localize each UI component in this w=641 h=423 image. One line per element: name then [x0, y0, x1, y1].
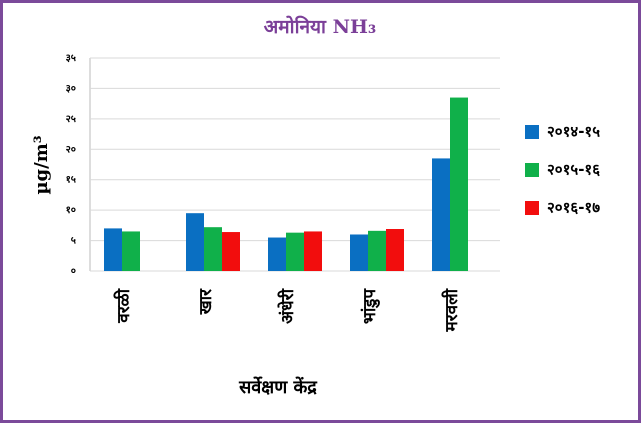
legend-swatch	[525, 125, 539, 139]
y-tick-label: ३५	[66, 53, 76, 64]
bar	[350, 234, 368, 271]
legend-label: २०१६-१७	[547, 199, 600, 217]
bar	[122, 231, 140, 271]
bar	[432, 158, 450, 271]
x-tick-label: मरवली	[441, 288, 462, 332]
bar	[286, 232, 304, 271]
bar	[204, 227, 222, 271]
y-tick-label: २०	[66, 144, 76, 155]
x-tick-label: वरळी	[113, 288, 134, 323]
x-tick-label: खार	[196, 288, 216, 315]
legend-label: २०१५-१६	[547, 161, 600, 179]
bar	[386, 229, 404, 271]
y-tick-label: १०	[66, 205, 76, 216]
x-tick-label: अंधेरी	[277, 288, 298, 323]
bar	[368, 230, 386, 271]
x-axis-label: सर्वेक्षण केंद्र	[238, 376, 318, 398]
y-tick-label: ०	[71, 266, 76, 277]
chart-title: अमोनिया NH₃	[264, 15, 376, 38]
bar	[304, 231, 322, 271]
legend-swatch	[525, 163, 539, 177]
bar	[104, 228, 122, 271]
y-tick-label: २५	[66, 114, 76, 125]
legend-label: २०१४-१५	[547, 123, 600, 141]
bar	[450, 97, 468, 271]
y-tick-label: ३०	[66, 83, 76, 94]
y-tick-label: ५	[71, 236, 76, 247]
legend-swatch	[525, 201, 539, 215]
x-tick-label: भांडुप	[360, 288, 380, 324]
bar	[268, 237, 286, 271]
bar	[222, 232, 240, 271]
y-axis-label: µg/m³	[31, 135, 52, 194]
y-tick-label: १५	[66, 175, 76, 186]
bar	[186, 213, 204, 271]
